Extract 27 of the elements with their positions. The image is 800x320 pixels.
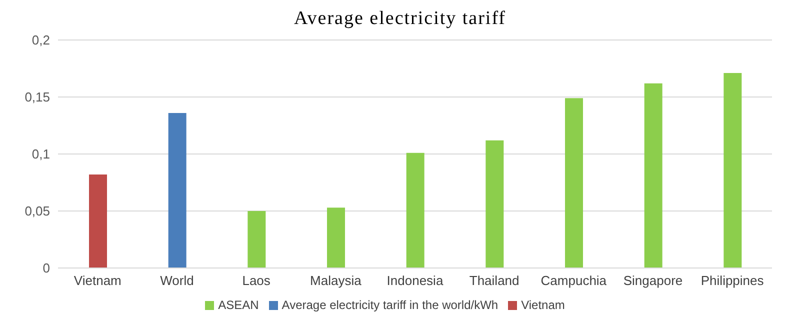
x-tick-label: Campuchia <box>540 273 608 288</box>
y-tick-label: 0 <box>42 260 50 276</box>
bar <box>486 140 504 268</box>
x-tick-label: Malaysia <box>310 273 362 288</box>
bar <box>406 152 424 268</box>
x-tick-label: Thailand <box>469 273 520 288</box>
y-tick-label: 0,2 <box>32 32 50 48</box>
bar <box>565 98 583 268</box>
bar <box>724 73 742 268</box>
x-tick-label: Philippines <box>700 273 764 288</box>
x-tick-label: World <box>160 273 194 288</box>
bar <box>644 83 662 268</box>
y-tick-label: 0,05 <box>24 204 50 219</box>
bar <box>327 208 345 268</box>
x-tick-label: Singapore <box>623 273 683 288</box>
bar <box>248 211 266 268</box>
legend-label: ASEAN <box>218 298 259 312</box>
x-tick-label: Vietnam <box>74 273 122 288</box>
bar <box>89 174 107 268</box>
chart-title: Average electricity tariff <box>292 8 508 31</box>
legend-label: Average electricity tariff in the world/kWh <box>282 298 498 312</box>
bar <box>168 112 186 268</box>
y-tick-label: 0,15 <box>24 90 50 105</box>
legend-label: Vietnam <box>521 298 565 312</box>
x-tick-label: Indonesia <box>386 273 444 288</box>
x-tick-label: Laos <box>242 273 271 288</box>
y-tick-label: 0,1 <box>32 146 50 162</box>
